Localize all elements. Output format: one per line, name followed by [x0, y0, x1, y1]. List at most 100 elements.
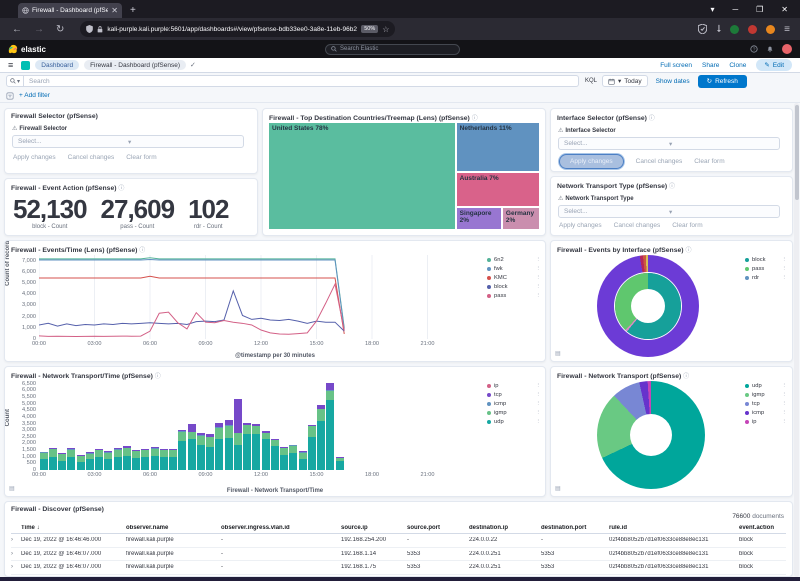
bar[interactable]	[289, 445, 297, 470]
notifications-icon[interactable]	[766, 45, 774, 53]
legend-item[interactable]: icmp⋮	[487, 401, 541, 407]
bar[interactable]	[326, 383, 334, 470]
firewall-selector-select[interactable]: Select...▾	[12, 135, 244, 148]
add-filter-button[interactable]: + Add filter	[19, 92, 50, 99]
bar[interactable]	[160, 449, 168, 470]
bar[interactable]	[215, 423, 223, 470]
legend-item[interactable]: ip⋮	[487, 383, 541, 389]
bar[interactable]	[234, 399, 242, 470]
bar[interactable]	[197, 433, 205, 470]
legend-actions-icon[interactable]: ⋮	[782, 419, 788, 425]
extension-red-icon[interactable]	[748, 25, 757, 34]
new-tab-button[interactable]: +	[130, 7, 136, 15]
legend-item[interactable]: pass⋮	[745, 266, 787, 272]
tracking-shield-icon[interactable]	[86, 25, 93, 33]
legend-toggle-icon[interactable]: ▤	[9, 485, 15, 492]
bar[interactable]	[49, 448, 57, 470]
column-header[interactable]: Time ↓	[21, 525, 126, 531]
bar[interactable]	[86, 452, 94, 470]
legend-actions-icon[interactable]: ⋮	[536, 266, 542, 272]
cancel-changes-button[interactable]: Cancel changes	[68, 154, 115, 161]
treemap-chart[interactable]: United States 78%Netherlands 11%Australi…	[268, 122, 540, 230]
legend-item[interactable]: KMC⋮	[487, 275, 541, 281]
info-icon[interactable]: ⓘ	[685, 248, 691, 254]
legend-actions-icon[interactable]: ⋮	[536, 383, 542, 389]
legend-actions-icon[interactable]: ⋮	[536, 284, 542, 290]
legend-toggle-icon[interactable]: ▤	[555, 350, 561, 357]
legend-item[interactable]: udp⋮	[487, 419, 541, 425]
bar[interactable]	[178, 430, 186, 470]
full-screen-button[interactable]: Full screen	[660, 62, 692, 69]
url-field[interactable]: kali-purple.kali.purple:5601/app/dashboa…	[80, 21, 395, 37]
treemap-tile[interactable]: Australia 7%	[456, 172, 540, 208]
date-picker[interactable]: ▾ Today	[602, 75, 648, 87]
nav-menu-icon[interactable]: ≡	[8, 60, 13, 70]
row-expander-icon[interactable]: ›	[11, 564, 21, 570]
bar[interactable]	[243, 423, 251, 470]
legend-item[interactable]: 6n2⋮	[487, 257, 541, 263]
legend-item[interactable]: tcp⋮	[487, 392, 541, 398]
legend-item[interactable]: block⋮	[745, 257, 787, 263]
legend-item[interactable]: igmp⋮	[487, 410, 541, 416]
treemap-tile[interactable]: Netherlands 11%	[456, 122, 540, 172]
column-header[interactable]: destination.port	[541, 525, 609, 531]
window-minimize-button[interactable]: ─	[732, 5, 738, 14]
zoom-level-badge[interactable]: 50%	[361, 25, 378, 33]
bar[interactable]	[58, 453, 66, 470]
bar[interactable]	[151, 447, 159, 470]
extension-green-icon[interactable]	[730, 25, 739, 34]
bar[interactable]	[95, 449, 103, 470]
bar[interactable]	[280, 447, 288, 470]
legend-toggle-icon[interactable]: ▤	[555, 485, 561, 492]
global-search-input[interactable]: Search Elastic	[325, 44, 460, 55]
browser-tab[interactable]: Firewall - Dashboard (pfSense) ✕	[18, 3, 122, 18]
window-close-button[interactable]: ✕	[781, 5, 788, 14]
legend-item[interactable]: igmp⋮	[745, 392, 787, 398]
info-icon[interactable]: ⓘ	[139, 248, 145, 254]
legend-actions-icon[interactable]: ⋮	[536, 275, 542, 281]
show-dates-button[interactable]: Show dates	[656, 78, 690, 85]
legend-actions-icon[interactable]: ⋮	[536, 293, 542, 299]
bar[interactable]	[299, 451, 307, 470]
legend-item[interactable]: ip⋮	[745, 419, 787, 425]
window-maximize-button[interactable]: ❐	[756, 5, 763, 14]
user-avatar[interactable]	[782, 44, 792, 54]
bar[interactable]	[104, 451, 112, 470]
cancel-changes-button[interactable]: Cancel changes	[614, 222, 661, 229]
legend-item[interactable]: icmp⋮	[745, 410, 787, 416]
kql-search-input[interactable]: Search	[24, 75, 579, 87]
legend-item[interactable]: tcp⋮	[745, 401, 787, 407]
bar[interactable]	[317, 405, 325, 470]
transport-time-bar-chart[interactable]: 05001,0001,5002,0002,5003,0003,5004,0004…	[39, 381, 483, 470]
legend-actions-icon[interactable]: ⋮	[536, 410, 542, 416]
apply-changes-button[interactable]: Apply changes	[559, 222, 602, 229]
edit-button[interactable]: ✎Edit	[756, 59, 792, 71]
legend-actions-icon[interactable]: ⋮	[782, 392, 788, 398]
legend-actions-icon[interactable]: ⋮	[536, 392, 542, 398]
elastic-logo[interactable]: elastic	[8, 44, 46, 54]
column-header[interactable]: rule.id	[609, 525, 739, 531]
info-icon[interactable]: ⓘ	[669, 184, 675, 190]
back-button[interactable]: ←	[12, 24, 22, 35]
info-icon[interactable]: ⓘ	[649, 116, 655, 122]
clone-button[interactable]: Clone	[729, 62, 746, 69]
bar[interactable]	[225, 420, 233, 470]
bar[interactable]	[67, 448, 75, 470]
menu-hamburger-icon[interactable]: ≡	[784, 24, 790, 35]
bar[interactable]	[271, 439, 279, 470]
column-header[interactable]: destination.ip	[469, 525, 541, 531]
column-header[interactable]: source.port	[407, 525, 469, 531]
bar[interactable]	[141, 449, 149, 470]
bar[interactable]	[77, 455, 85, 470]
help-icon[interactable]: ?	[750, 45, 758, 53]
dashboard-app-icon[interactable]	[21, 61, 30, 70]
share-button[interactable]: Share	[702, 62, 719, 69]
bar[interactable]	[308, 425, 316, 470]
bar[interactable]	[206, 434, 214, 470]
legend-item[interactable]: block⋮	[487, 284, 541, 290]
row-expander-icon[interactable]: ›	[11, 537, 21, 543]
legend-item[interactable]: fwk⋮	[487, 266, 541, 272]
legend-actions-icon[interactable]: ⋮	[782, 266, 788, 272]
sunburst-inner-ring[interactable]	[615, 273, 681, 339]
profile-avatar-icon[interactable]	[766, 25, 775, 34]
